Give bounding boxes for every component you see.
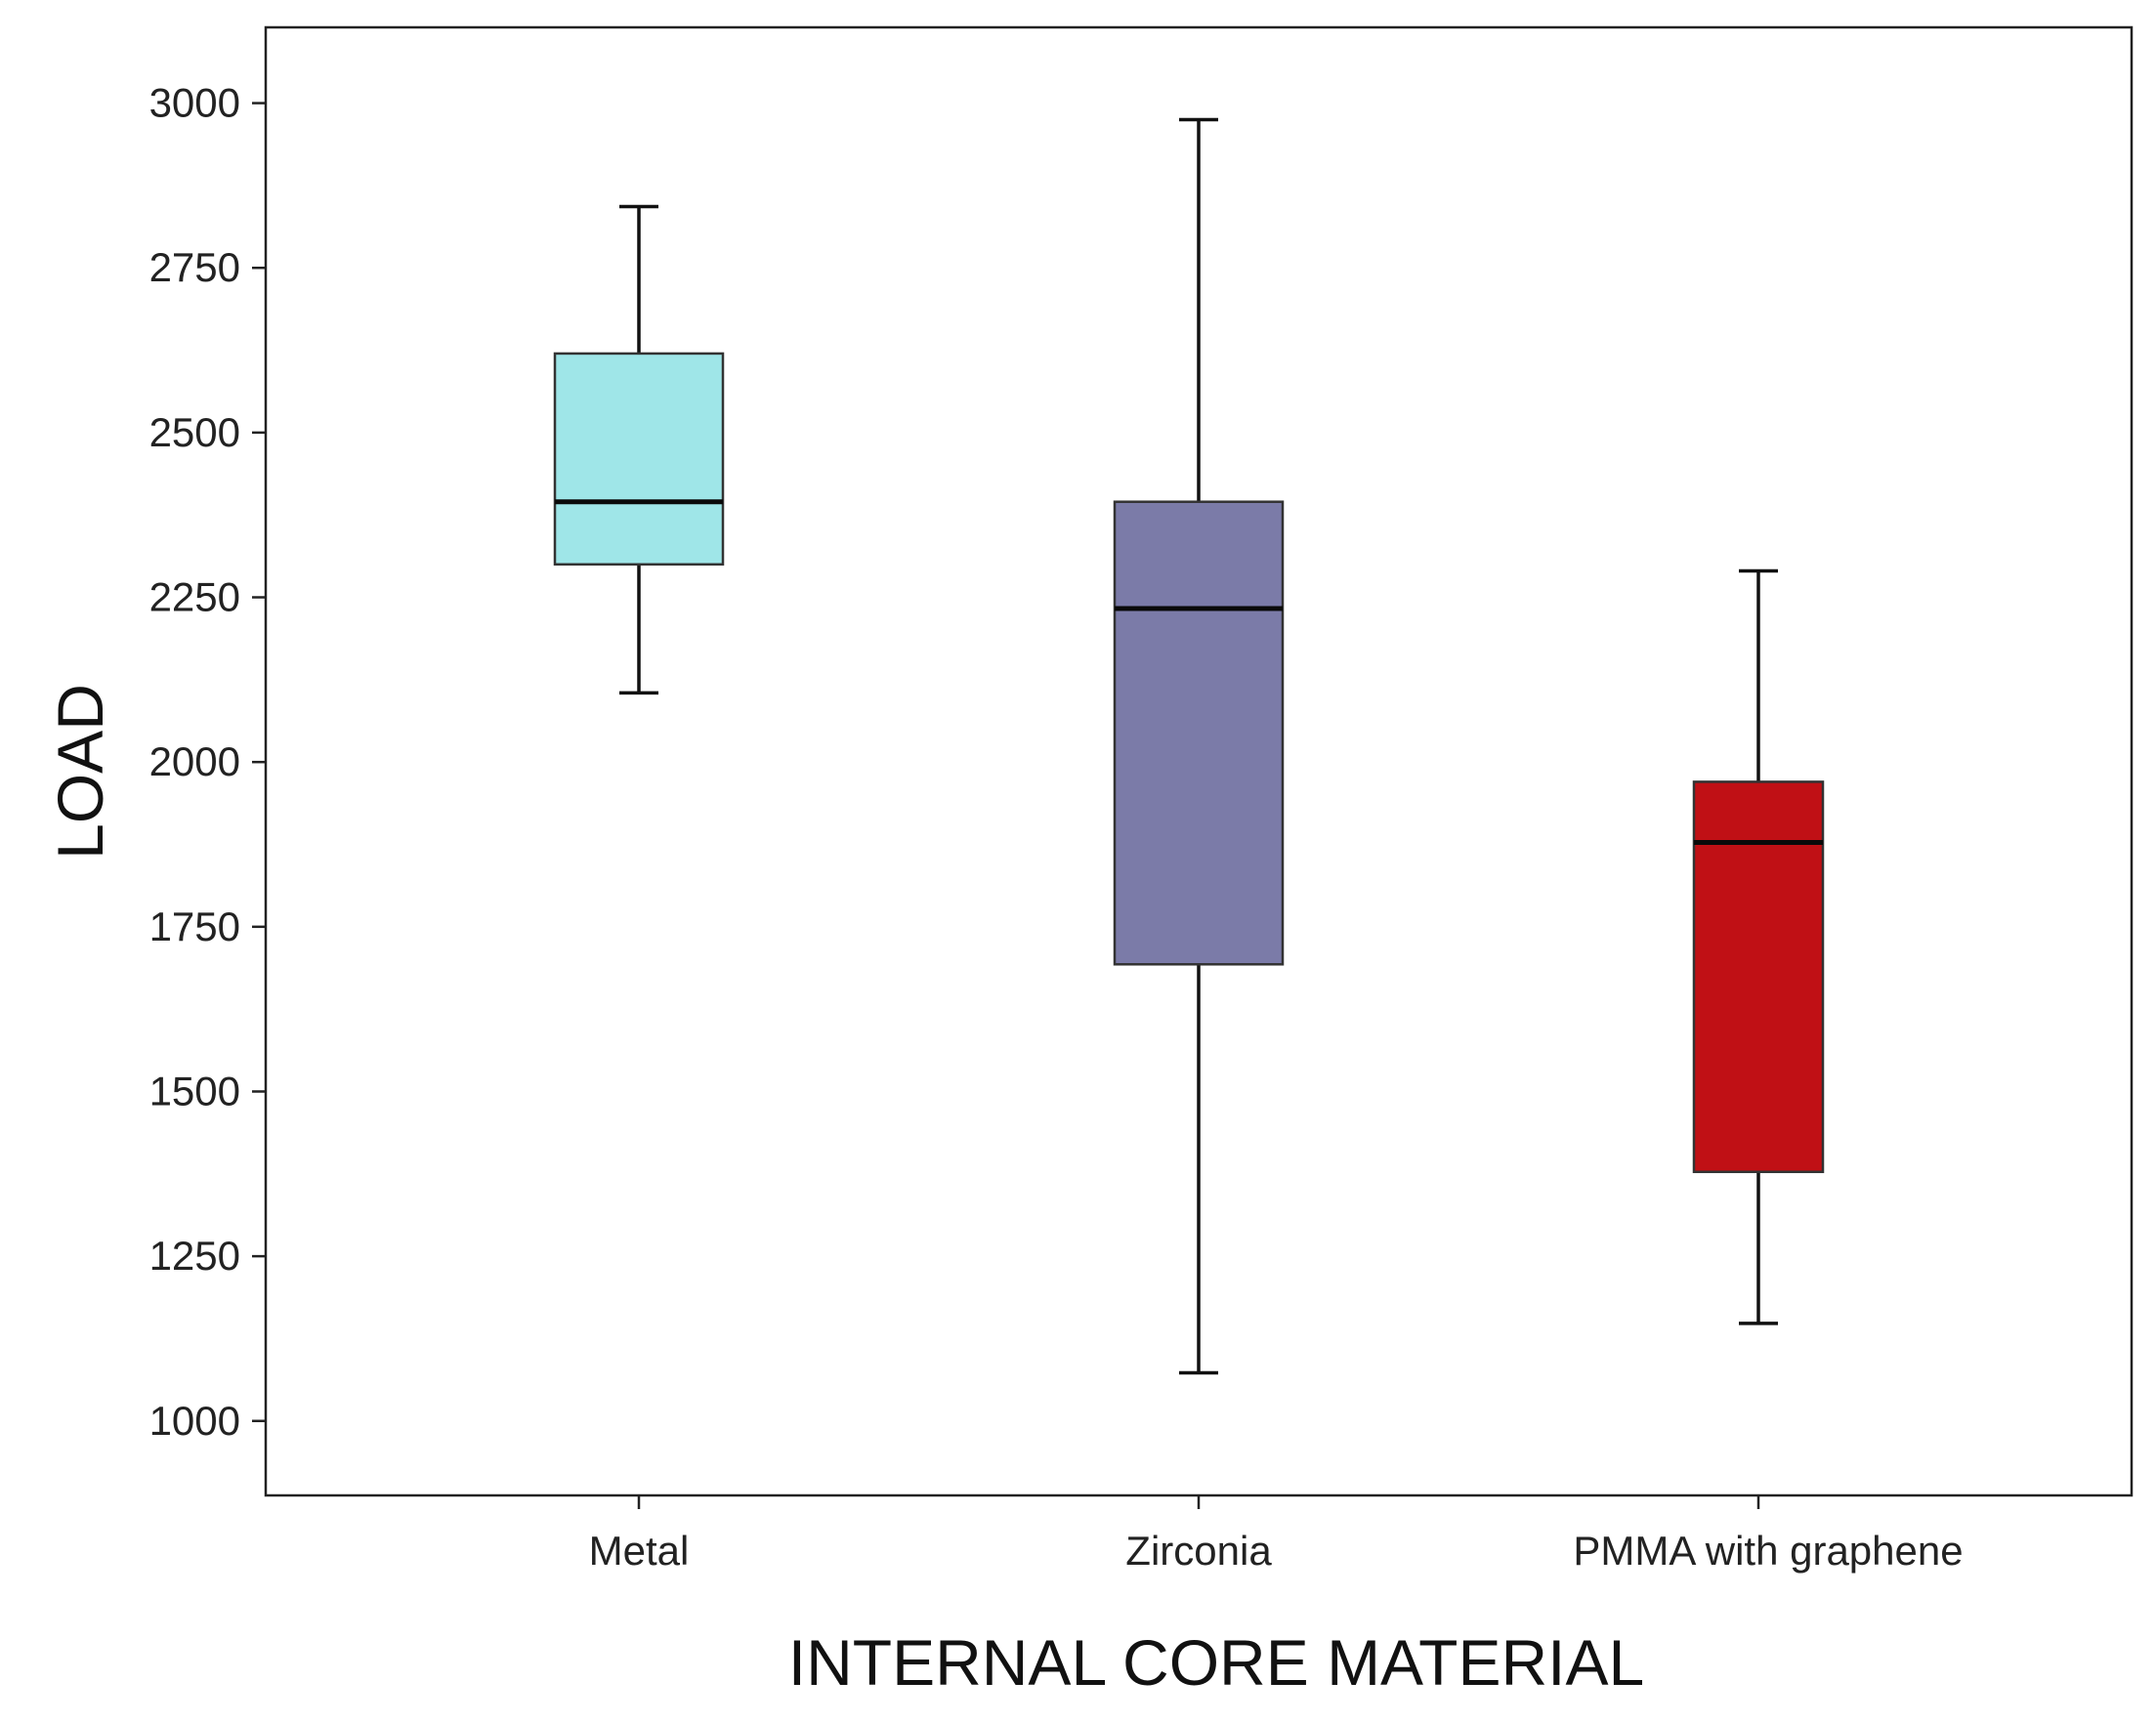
x-tick-label: Zirconia bbox=[1125, 1528, 1272, 1574]
y-tick-label: 1750 bbox=[149, 904, 240, 949]
x-axis-title: INTERNAL CORE MATERIAL bbox=[788, 1626, 1644, 1699]
x-tick-label: PMMA with graphene bbox=[1573, 1528, 1963, 1574]
box-group-metal bbox=[553, 204, 725, 695]
y-tick-label: 2000 bbox=[149, 738, 240, 784]
x-axis: Metal Zirconia PMMA with graphene bbox=[589, 1495, 1964, 1574]
y-tick-label: 2750 bbox=[149, 244, 240, 290]
iqr-box bbox=[1692, 780, 1825, 1174]
box-group-pmma-with-graphene bbox=[1692, 568, 1825, 1325]
y-tick-label: 1250 bbox=[149, 1233, 240, 1279]
y-axis-title: LOAD bbox=[44, 684, 116, 860]
boxes bbox=[553, 117, 1825, 1375]
iqr-box bbox=[553, 352, 725, 567]
box-group-zirconia bbox=[1113, 117, 1285, 1375]
y-tick-label: 1500 bbox=[149, 1068, 240, 1114]
iqr-box bbox=[1113, 500, 1285, 966]
y-axis: 1000 1250 1500 1750 2000 2250 2500 2750 3000 bbox=[149, 80, 266, 1444]
x-tick-label: Metal bbox=[589, 1528, 690, 1574]
y-tick-label: 1000 bbox=[149, 1398, 240, 1444]
y-tick-label: 2500 bbox=[149, 409, 240, 455]
y-tick-label: 2250 bbox=[149, 574, 240, 620]
y-tick-label: 3000 bbox=[149, 80, 240, 126]
